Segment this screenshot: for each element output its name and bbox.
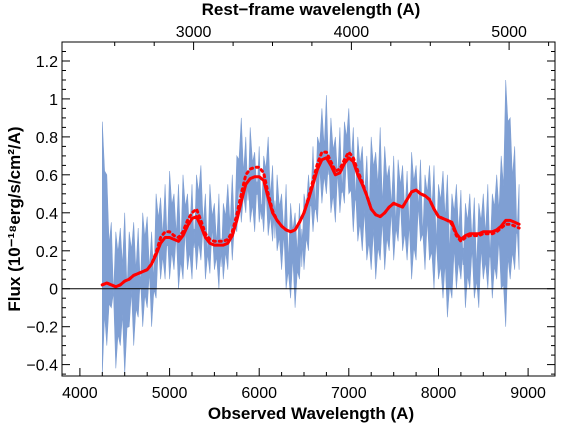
y-tick-label-3: 0.2	[36, 244, 58, 261]
top-tick-label-1: 4000	[334, 24, 370, 41]
plot-frame	[61, 41, 556, 377]
y-tick-label-6: 0.8	[36, 130, 58, 147]
y-tick-label-5: 0.6	[36, 168, 58, 185]
x-tick-label-5: 9000	[510, 385, 546, 402]
x-tick-label-3: 7000	[331, 385, 367, 402]
x-tick-label-0: 4000	[62, 385, 98, 402]
y-tick-label-4: 0.4	[36, 206, 58, 223]
y-tick-label-2: 0	[49, 282, 58, 299]
plot-area	[62, 79, 555, 375]
model-dotted-line-2	[100, 150, 521, 289]
top-tick-label-2: 5000	[491, 24, 527, 41]
model-solid-line-1	[100, 156, 521, 289]
plot-content	[100, 79, 521, 375]
x-tick-label-4: 8000	[421, 385, 457, 402]
y-tick-label-0: −0.4	[26, 358, 58, 375]
y-tick-label-8: 1.2	[36, 54, 58, 71]
y-axis-title: Flux (10⁻¹⁸erg/s/cm²/A)	[5, 126, 24, 311]
x-axis-title: Observed Wavelength (A)	[208, 404, 414, 423]
observed-spectrum-0	[102, 79, 520, 375]
y-tick-label-1: −0.2	[26, 320, 58, 337]
x-tick-label-2: 6000	[241, 385, 277, 402]
top-axis-title: Rest−frame wavelength (A)	[202, 0, 421, 19]
top-tick-label-0: 3000	[176, 24, 212, 41]
axes: 4000 5000 6000 7000 8000 9000 3000 4000 5000 −0.4…	[26, 24, 556, 402]
y-tick-label-7: 1	[49, 92, 58, 109]
x-tick-label-1: 5000	[152, 385, 188, 402]
